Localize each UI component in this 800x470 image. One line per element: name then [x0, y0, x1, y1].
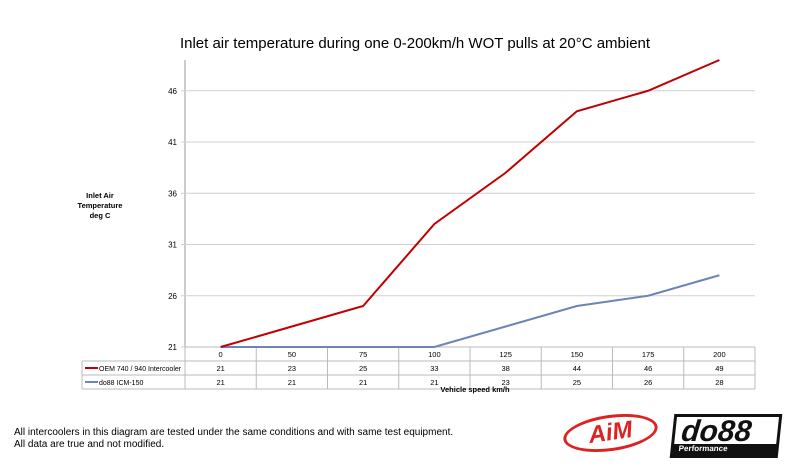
y-tick-label: 21 — [168, 343, 177, 352]
x-tick-label: 100 — [428, 350, 441, 359]
x-tick-label: 150 — [571, 350, 584, 359]
x-tick-label: 0 — [219, 350, 223, 359]
footer-note-1: All intercoolers in this diagram are tes… — [14, 427, 454, 438]
series-line — [220, 274, 720, 348]
x-tick-label: 125 — [499, 350, 512, 359]
data-label: 21 — [216, 364, 224, 373]
data-label: 38 — [501, 364, 509, 373]
series-line — [220, 59, 720, 348]
data-label: 33 — [430, 364, 438, 373]
gridlines: 21 26 31 36 41 46 — [168, 60, 755, 352]
x-tick-label: 200 — [713, 350, 726, 359]
y-axis-label-line: Temperature — [78, 201, 123, 210]
footer-note-2: All data are true and not modified. — [14, 439, 165, 450]
do88-logo: do88 Performance — [669, 414, 783, 458]
legend-label: OEM 740 / 940 Intercooler — [99, 366, 182, 373]
y-axis-label-line: Inlet Air — [86, 191, 114, 200]
data-label: 28 — [715, 378, 723, 387]
data-label: 21 — [430, 378, 438, 387]
y-tick-label: 26 — [168, 292, 177, 301]
data-label: 23 — [288, 364, 296, 373]
data-label: 21 — [288, 378, 296, 387]
x-axis-label: Vehicle speed km/h — [440, 385, 510, 394]
y-tick-label: 46 — [168, 87, 177, 96]
data-label: 49 — [715, 364, 723, 373]
y-tick-label: 31 — [168, 241, 177, 250]
x-tick-label: 75 — [359, 350, 367, 359]
data-label: 26 — [644, 378, 652, 387]
series-lines — [220, 59, 720, 348]
data-label: 25 — [573, 378, 581, 387]
y-tick-label: 41 — [168, 138, 177, 147]
data-label: 44 — [573, 364, 581, 373]
data-label: 25 — [359, 364, 367, 373]
legend-label: do88 ICM-150 — [99, 380, 143, 387]
y-tick-label: 36 — [168, 189, 177, 198]
chart-title: Inlet air temperature during one 0-200km… — [180, 35, 651, 52]
y-axis-label-line: deg C — [90, 211, 111, 220]
data-table: 0 50 75 100 125 150 175 200 OEM 740 / 940 Interc… — [81, 346, 756, 390]
data-label: 46 — [644, 364, 652, 373]
data-label: 21 — [359, 378, 367, 387]
x-tick-label: 175 — [642, 350, 655, 359]
data-label: 23 — [501, 378, 509, 387]
x-tick-label: 50 — [288, 350, 296, 359]
data-label: 21 — [216, 378, 224, 387]
